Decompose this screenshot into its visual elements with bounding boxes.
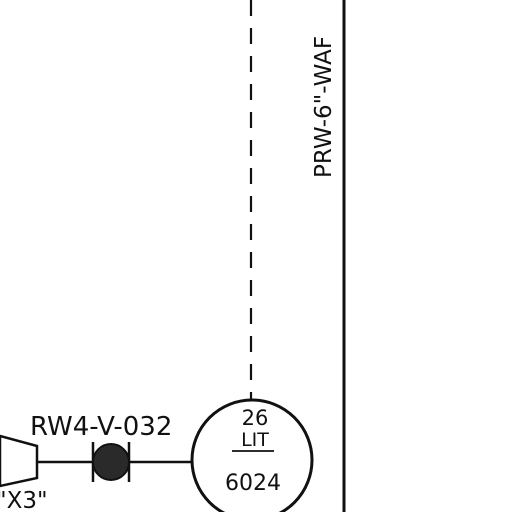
instrument-loop-number: 6024 (225, 471, 281, 496)
instrument-number: 26 (242, 406, 269, 430)
valve-tag: RW4-V-032 (30, 412, 172, 442)
pipe-label: PRW-6"-WAF (311, 36, 337, 178)
reducer-fitting (0, 434, 39, 488)
valve-symbol (91, 442, 131, 482)
connector-tag: "X3" (0, 488, 48, 512)
instrument-bubble (190, 398, 314, 512)
instrument-type: LIT (241, 429, 269, 451)
